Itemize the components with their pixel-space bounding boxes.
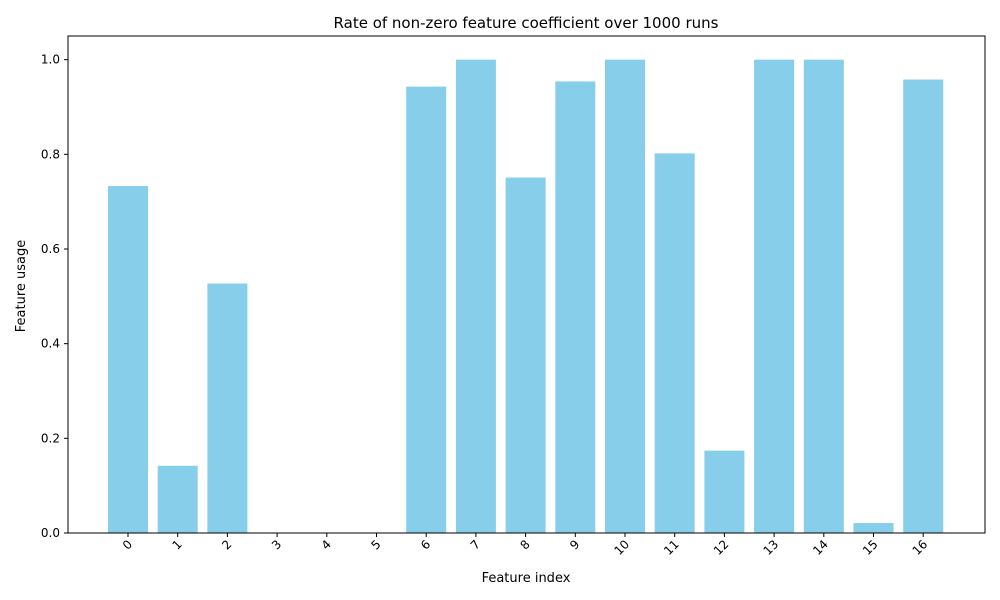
y-tick-label: 0.6 bbox=[41, 242, 60, 256]
x-tick-label: 12 bbox=[711, 537, 732, 558]
chart-title: Rate of non-zero feature coefficient ove… bbox=[334, 14, 719, 32]
x-tick-label: 13 bbox=[761, 537, 782, 558]
x-tick-label: 5 bbox=[368, 537, 383, 552]
bar-feature-15 bbox=[853, 523, 894, 533]
y-tick-label: 0.0 bbox=[41, 526, 60, 540]
y-axis-ticks: 0.0 0.2 0.4 0.6 0.8 1.0 bbox=[41, 53, 68, 540]
bar-feature-2 bbox=[207, 283, 248, 533]
x-tick-label: 16 bbox=[910, 537, 931, 558]
x-tick-label: 15 bbox=[860, 537, 881, 558]
x-tick-label: 9 bbox=[567, 537, 582, 552]
bar-feature-1 bbox=[157, 465, 198, 533]
x-tick-label: 2 bbox=[219, 537, 234, 552]
plot-frame bbox=[67, 35, 986, 534]
bar-feature-12 bbox=[704, 450, 745, 533]
x-tick-label: 3 bbox=[269, 537, 284, 552]
bars-group bbox=[108, 59, 944, 534]
bar-feature-14 bbox=[803, 59, 844, 534]
bar-feature-16 bbox=[903, 79, 944, 534]
x-tick-label: 7 bbox=[468, 537, 483, 552]
bar-feature-11 bbox=[654, 153, 695, 533]
x-axis-ticks: 0 1 2 3 4 5 6 7 8 9 10 11 12 13 14 15 16 bbox=[120, 533, 931, 558]
y-axis-label: Feature usage bbox=[14, 240, 29, 333]
x-axis-label: Feature index bbox=[482, 571, 571, 586]
bar-feature-8 bbox=[505, 177, 546, 533]
bar-feature-10 bbox=[605, 59, 645, 534]
bar-feature-13 bbox=[754, 59, 795, 534]
y-tick-label: 0.4 bbox=[41, 337, 60, 351]
y-tick-label: 0.2 bbox=[41, 431, 60, 445]
x-tick-label: 11 bbox=[661, 537, 682, 558]
bar-feature-9 bbox=[555, 81, 596, 533]
bar-feature-6 bbox=[406, 86, 447, 534]
x-tick-label: 4 bbox=[319, 537, 334, 552]
x-tick-label: 10 bbox=[611, 537, 632, 558]
bar-feature-7 bbox=[455, 59, 496, 534]
bar-feature-0 bbox=[108, 186, 148, 534]
x-tick-label: 8 bbox=[517, 537, 532, 552]
y-tick-label: 1.0 bbox=[41, 53, 60, 67]
x-tick-label: 1 bbox=[170, 537, 185, 552]
x-tick-label: 0 bbox=[120, 537, 135, 552]
x-tick-label: 14 bbox=[810, 537, 831, 558]
y-tick-label: 0.8 bbox=[41, 147, 60, 161]
x-tick-label: 6 bbox=[418, 537, 433, 552]
